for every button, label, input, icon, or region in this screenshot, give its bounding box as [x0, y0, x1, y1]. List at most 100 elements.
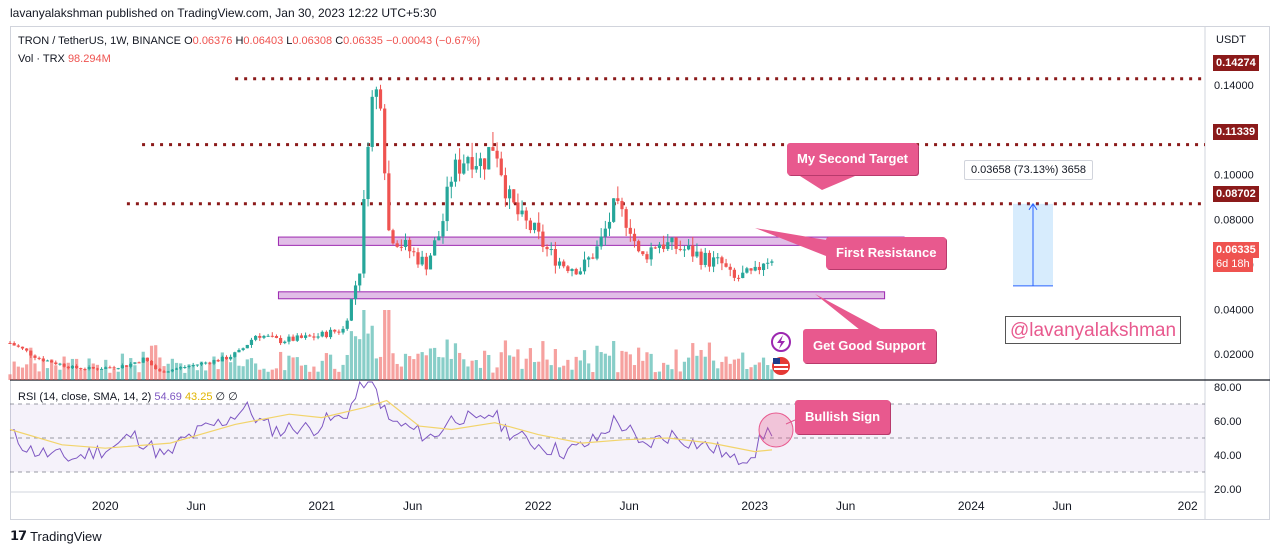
volume-bar: [129, 358, 133, 380]
volume-bar: [453, 343, 458, 380]
volume-bar: [582, 350, 587, 380]
candle-body: [99, 368, 104, 370]
volume-bar: [666, 364, 670, 380]
volume-bar: [274, 368, 279, 380]
candle-body: [599, 236, 603, 247]
volume-bar: [45, 368, 50, 380]
volume-bar: [591, 372, 595, 380]
candle-body: [108, 367, 112, 369]
rsi-legend[interactable]: RSI (14, close, SMA, 14, 2) 54.69 43.25 …: [18, 390, 238, 403]
volume-bar: [512, 356, 516, 380]
volume-bar: [37, 371, 41, 380]
volume-bar: [678, 371, 682, 380]
volume-bar: [54, 365, 58, 380]
good-support-pointer: [815, 294, 882, 330]
candle-body: [391, 230, 395, 244]
volume-bar: [428, 348, 433, 380]
volume-bar: [358, 339, 362, 380]
volume-bar: [320, 360, 324, 380]
candle-body: [753, 266, 757, 271]
time-tick-label: 2024: [958, 499, 985, 513]
candle-body: [728, 266, 732, 270]
volume-bar: [95, 364, 100, 380]
measure-arrowhead: [1028, 202, 1038, 211]
candle-body: [528, 220, 532, 231]
volume-bar: [124, 366, 129, 380]
author-handle: @lavanyalakshman: [1005, 316, 1181, 344]
volume-bar: [745, 369, 749, 380]
volume-bar: [691, 343, 695, 380]
tradingview-brand[interactable]: 𝟭𝟳 TradingView: [10, 528, 102, 544]
candle-body: [424, 256, 428, 270]
candle-body: [532, 222, 537, 231]
candle-body: [699, 251, 703, 265]
volume-bar: [316, 371, 320, 380]
candle-body: [749, 268, 753, 271]
volume-bar: [149, 345, 154, 380]
volume-bar: [187, 364, 191, 380]
candle-body: [603, 228, 607, 237]
volume-bar: [383, 310, 387, 380]
candle-body: [582, 259, 587, 272]
candle-body: [628, 227, 632, 234]
volume-bar: [87, 358, 91, 380]
candle-body: [770, 261, 774, 263]
volume-bar: [133, 365, 137, 380]
volume-bar: [378, 356, 383, 380]
volume-legend[interactable]: Vol · TRX 98.294M: [18, 53, 111, 65]
candle-body: [707, 252, 712, 267]
candle-body: [487, 147, 491, 170]
volume-bar: [224, 359, 229, 380]
volume-bar: [333, 368, 337, 380]
candle-body: [116, 368, 120, 370]
candle-body: [283, 341, 287, 344]
candle-body: [433, 240, 437, 256]
time-tick-label: 2022: [525, 499, 552, 513]
candle-body: [507, 189, 512, 199]
volume-bar: [757, 362, 761, 380]
volume-bar: [341, 364, 345, 380]
candle-body: [266, 335, 270, 337]
candle-body: [258, 335, 262, 338]
volume-bar: [158, 357, 162, 380]
volume-bar: [370, 325, 374, 380]
volume-bar: [695, 355, 699, 380]
candle-body: [341, 328, 345, 333]
volume-bar: [724, 356, 728, 380]
candle-body: [491, 147, 495, 151]
volume-bar: [578, 360, 582, 380]
volume-bar: [416, 353, 420, 380]
currency-label: USDT: [1216, 34, 1246, 46]
volume-bar: [532, 362, 537, 380]
volume-bar: [491, 372, 495, 380]
rsi-series-line: [9, 399, 773, 453]
price-tick-label: 0.14000: [1214, 80, 1254, 92]
volume-bar: [70, 358, 75, 380]
us-flag-canton: [773, 358, 780, 364]
volume-bar: [761, 357, 766, 380]
candle-body: [670, 237, 674, 243]
volume-bar: [337, 371, 341, 380]
candle-body: [711, 257, 716, 267]
candle-body: [478, 158, 483, 167]
candle-body: [632, 233, 637, 242]
symbol-title[interactable]: TRON / TetherUS, 1W, BINANCE: [18, 35, 182, 47]
time-tick-label: 2020: [92, 499, 119, 513]
candle-body: [757, 266, 761, 271]
volume-bar: [391, 353, 395, 380]
candle-body: [724, 263, 728, 267]
candle-body: [316, 336, 320, 338]
candle-body: [653, 247, 657, 249]
volume-bar: [183, 372, 187, 380]
candle-body: [270, 335, 274, 337]
candle-body: [79, 368, 83, 370]
candle-body: [216, 360, 220, 362]
candle-body: [353, 285, 358, 300]
candle-body: [591, 257, 595, 259]
candle-body: [366, 146, 370, 200]
volume-bar: [553, 349, 557, 380]
candle-body: [383, 108, 387, 174]
volume-bar: [674, 349, 678, 380]
open-label: O: [184, 35, 193, 47]
